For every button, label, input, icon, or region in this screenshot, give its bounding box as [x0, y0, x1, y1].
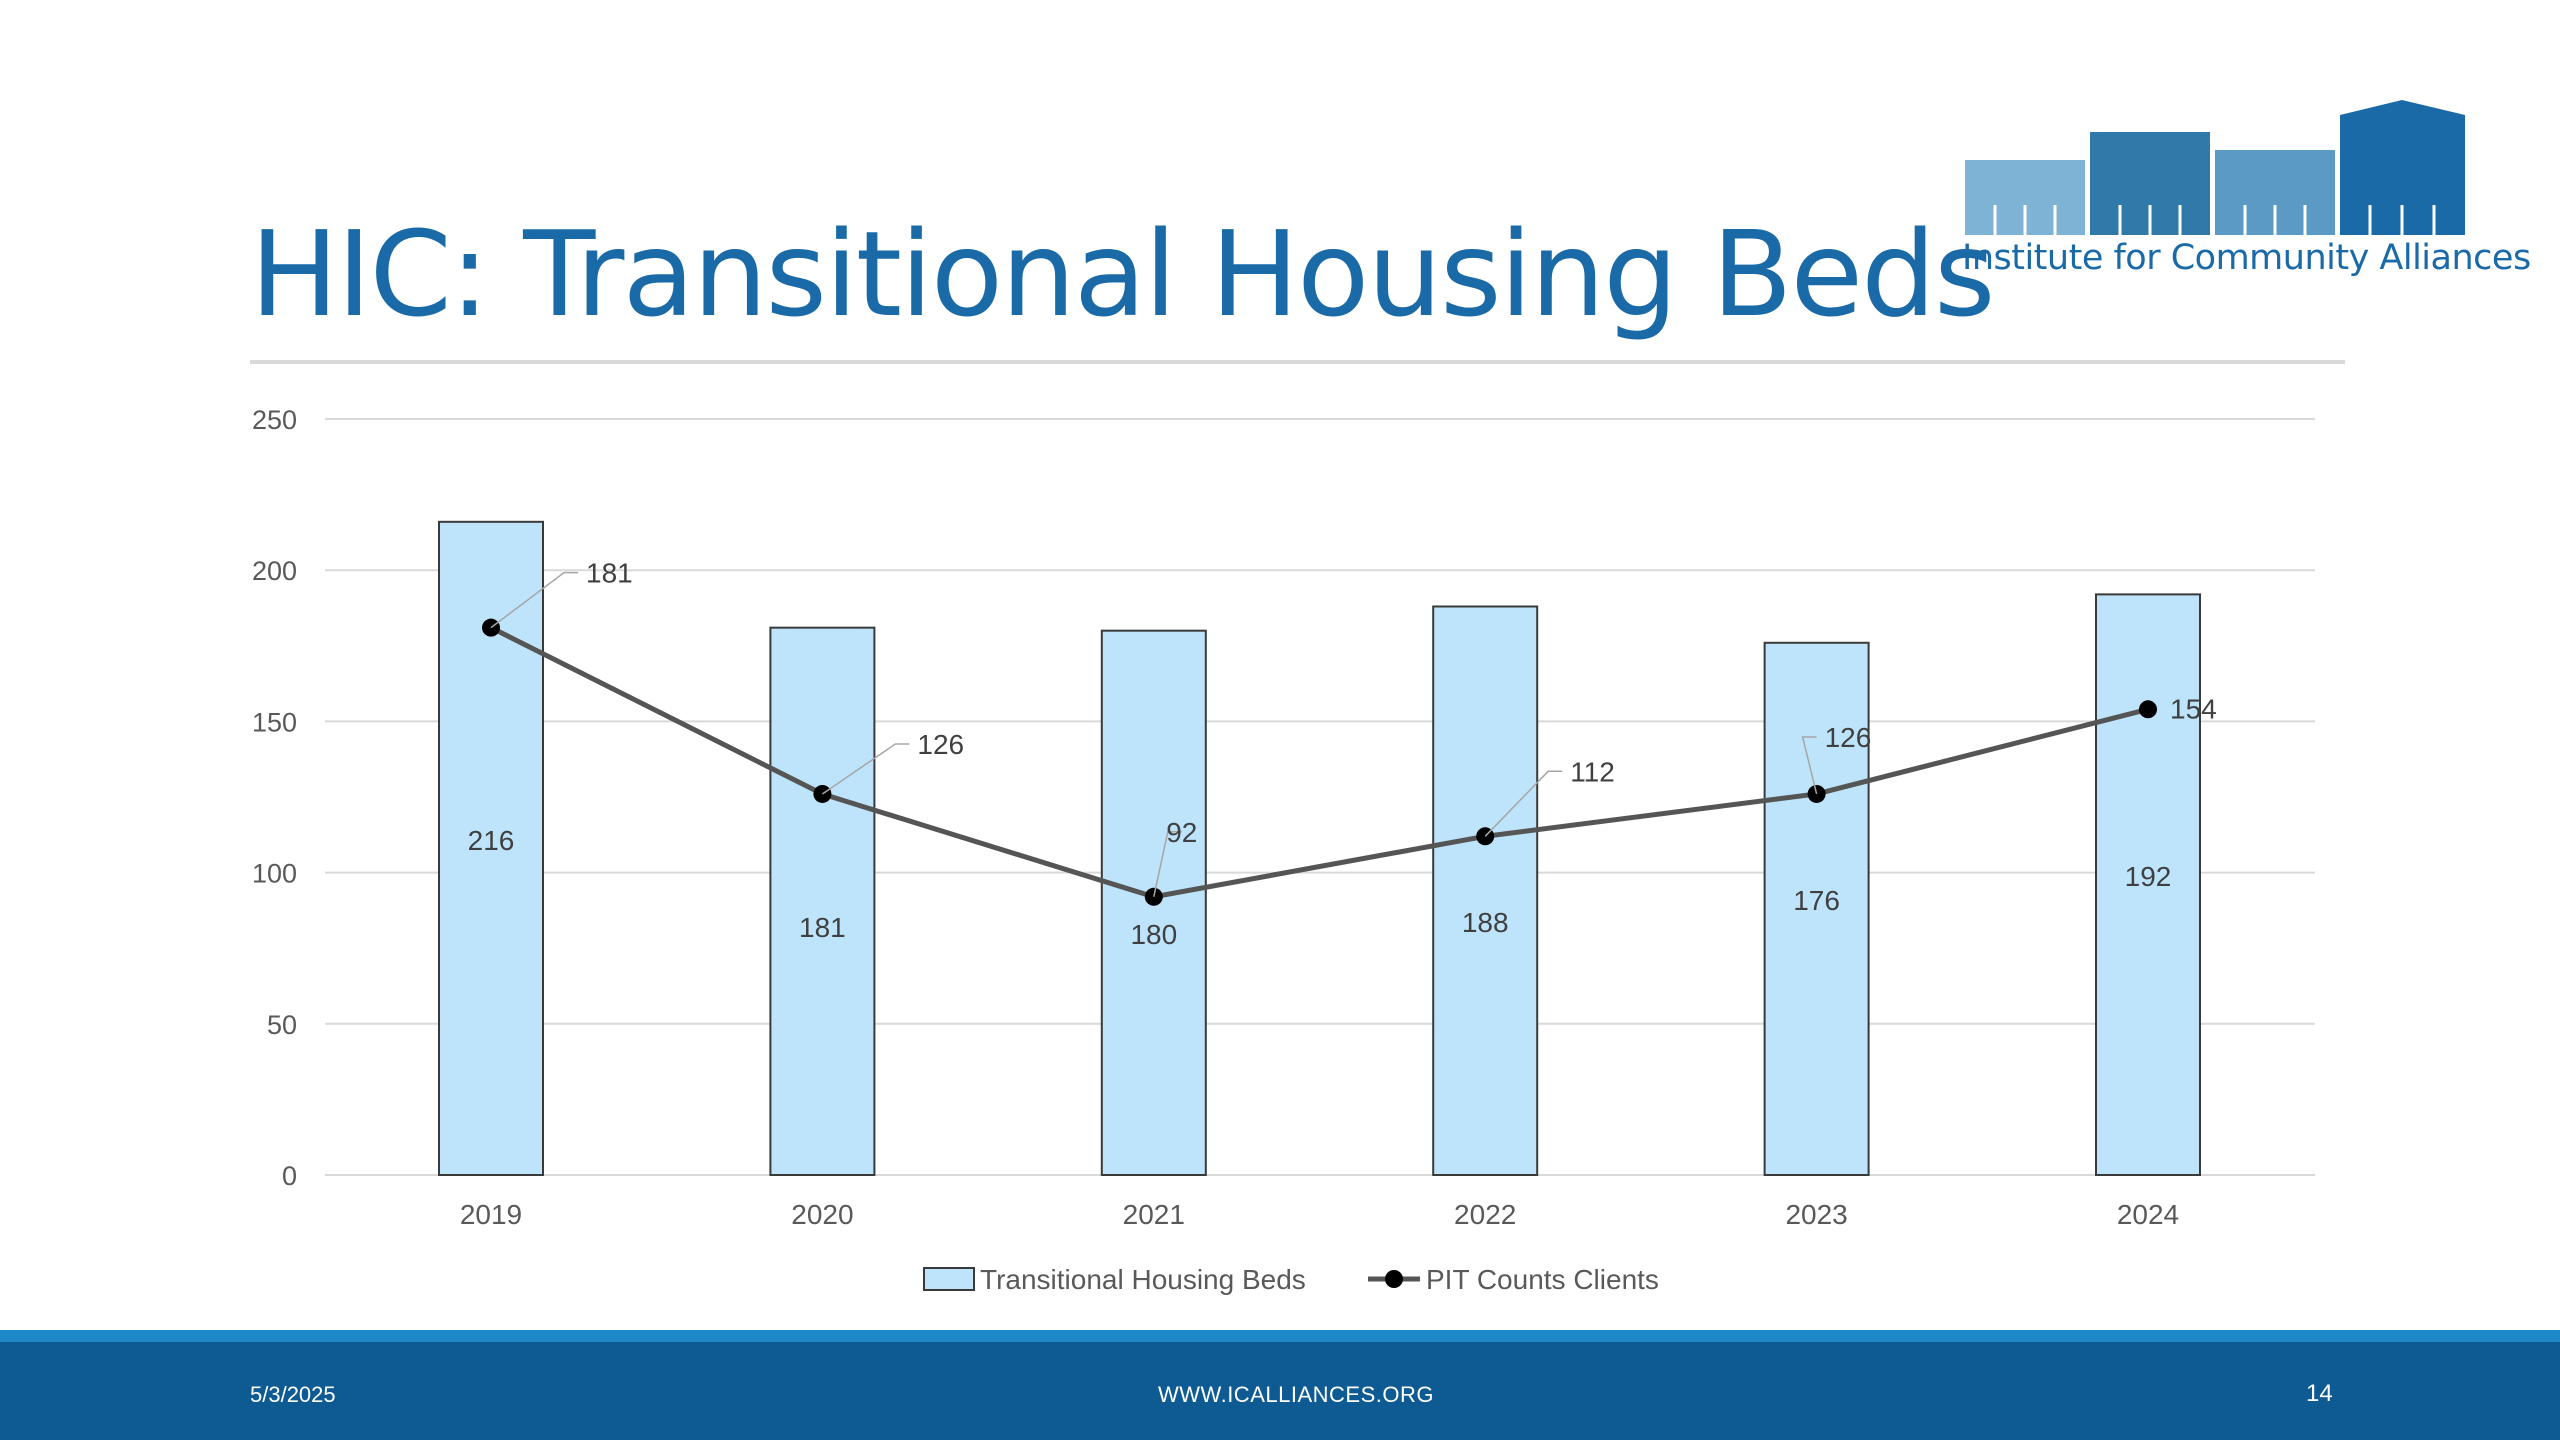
- data-label-leader: [1484, 770, 1563, 837]
- y-tick-label: 200: [252, 556, 297, 586]
- bar-value-label: 180: [1130, 919, 1177, 950]
- bar-transitional-housing-beds: [2095, 593, 2201, 1176]
- line-value-label: 154: [2170, 693, 2217, 724]
- x-tick-label: 2024: [2117, 1199, 2179, 1230]
- footer-bar: [0, 1342, 2560, 1440]
- data-label-leader: [1801, 736, 1818, 795]
- x-tick-label: 2022: [1454, 1199, 1516, 1230]
- y-tick-label: 0: [282, 1161, 297, 1191]
- x-tick-label: 2019: [460, 1199, 522, 1230]
- title-divider: [250, 360, 2345, 364]
- legend-label-line: PIT Counts Clients: [1426, 1264, 1659, 1295]
- bar-value-label: 192: [2125, 861, 2172, 892]
- y-tick-label: 150: [252, 707, 297, 737]
- ica-logo-icon: [1965, 100, 2465, 235]
- bar-value-label: 188: [1462, 907, 1509, 938]
- line-pit-counts-clients: [489, 625, 2149, 900]
- legend-marker-line: [1385, 1270, 1403, 1288]
- x-tick-label: 2021: [1123, 1199, 1185, 1230]
- logo-text: Institute for Community Alliances: [1962, 238, 2531, 278]
- data-label-leader: [1153, 831, 1182, 897]
- bar-transitional-housing-beds: [1763, 641, 1870, 1176]
- x-tick-label: 2020: [791, 1199, 853, 1230]
- line-value-label: 126: [917, 729, 964, 760]
- line-value-label: 181: [586, 558, 633, 589]
- y-tick-label: 250: [252, 405, 297, 435]
- y-tick-label: 100: [252, 859, 297, 889]
- bar-transitional-housing-beds: [1432, 605, 1539, 1176]
- point-pit-counts-clients: [2139, 700, 2157, 719]
- bar-value-label: 176: [1793, 885, 1840, 916]
- data-label-leader: [821, 743, 910, 795]
- footer-accent-line: [0, 1330, 2560, 1342]
- legend-label-bars: Transitional Housing Beds: [980, 1264, 1306, 1295]
- footer-url[interactable]: WWW.ICALLIANCES.ORG: [1158, 1382, 1434, 1407]
- footer-page-number: 14: [2306, 1380, 2333, 1407]
- footer-date: 5/3/2025: [250, 1382, 336, 1407]
- slide-title: HIC: Transitional Housing Beds: [250, 205, 1996, 343]
- chart: 0 50 100 150 200 250 216 181 180 188 176 192 2019 202…: [252, 405, 2315, 1295]
- data-label-leader: [490, 571, 578, 629]
- line-value-label: 112: [1570, 756, 1615, 787]
- x-tick-label: 2023: [1785, 1199, 1847, 1230]
- bar-value-label: 216: [468, 825, 515, 856]
- y-tick-label: 50: [267, 1010, 297, 1040]
- legend-swatch-bars: [923, 1267, 975, 1291]
- bar-transitional-housing-beds: [769, 626, 876, 1176]
- bar-value-label: 181: [799, 912, 846, 943]
- line-value-label: 92: [1166, 817, 1197, 848]
- line-value-label: 126: [1825, 722, 1872, 753]
